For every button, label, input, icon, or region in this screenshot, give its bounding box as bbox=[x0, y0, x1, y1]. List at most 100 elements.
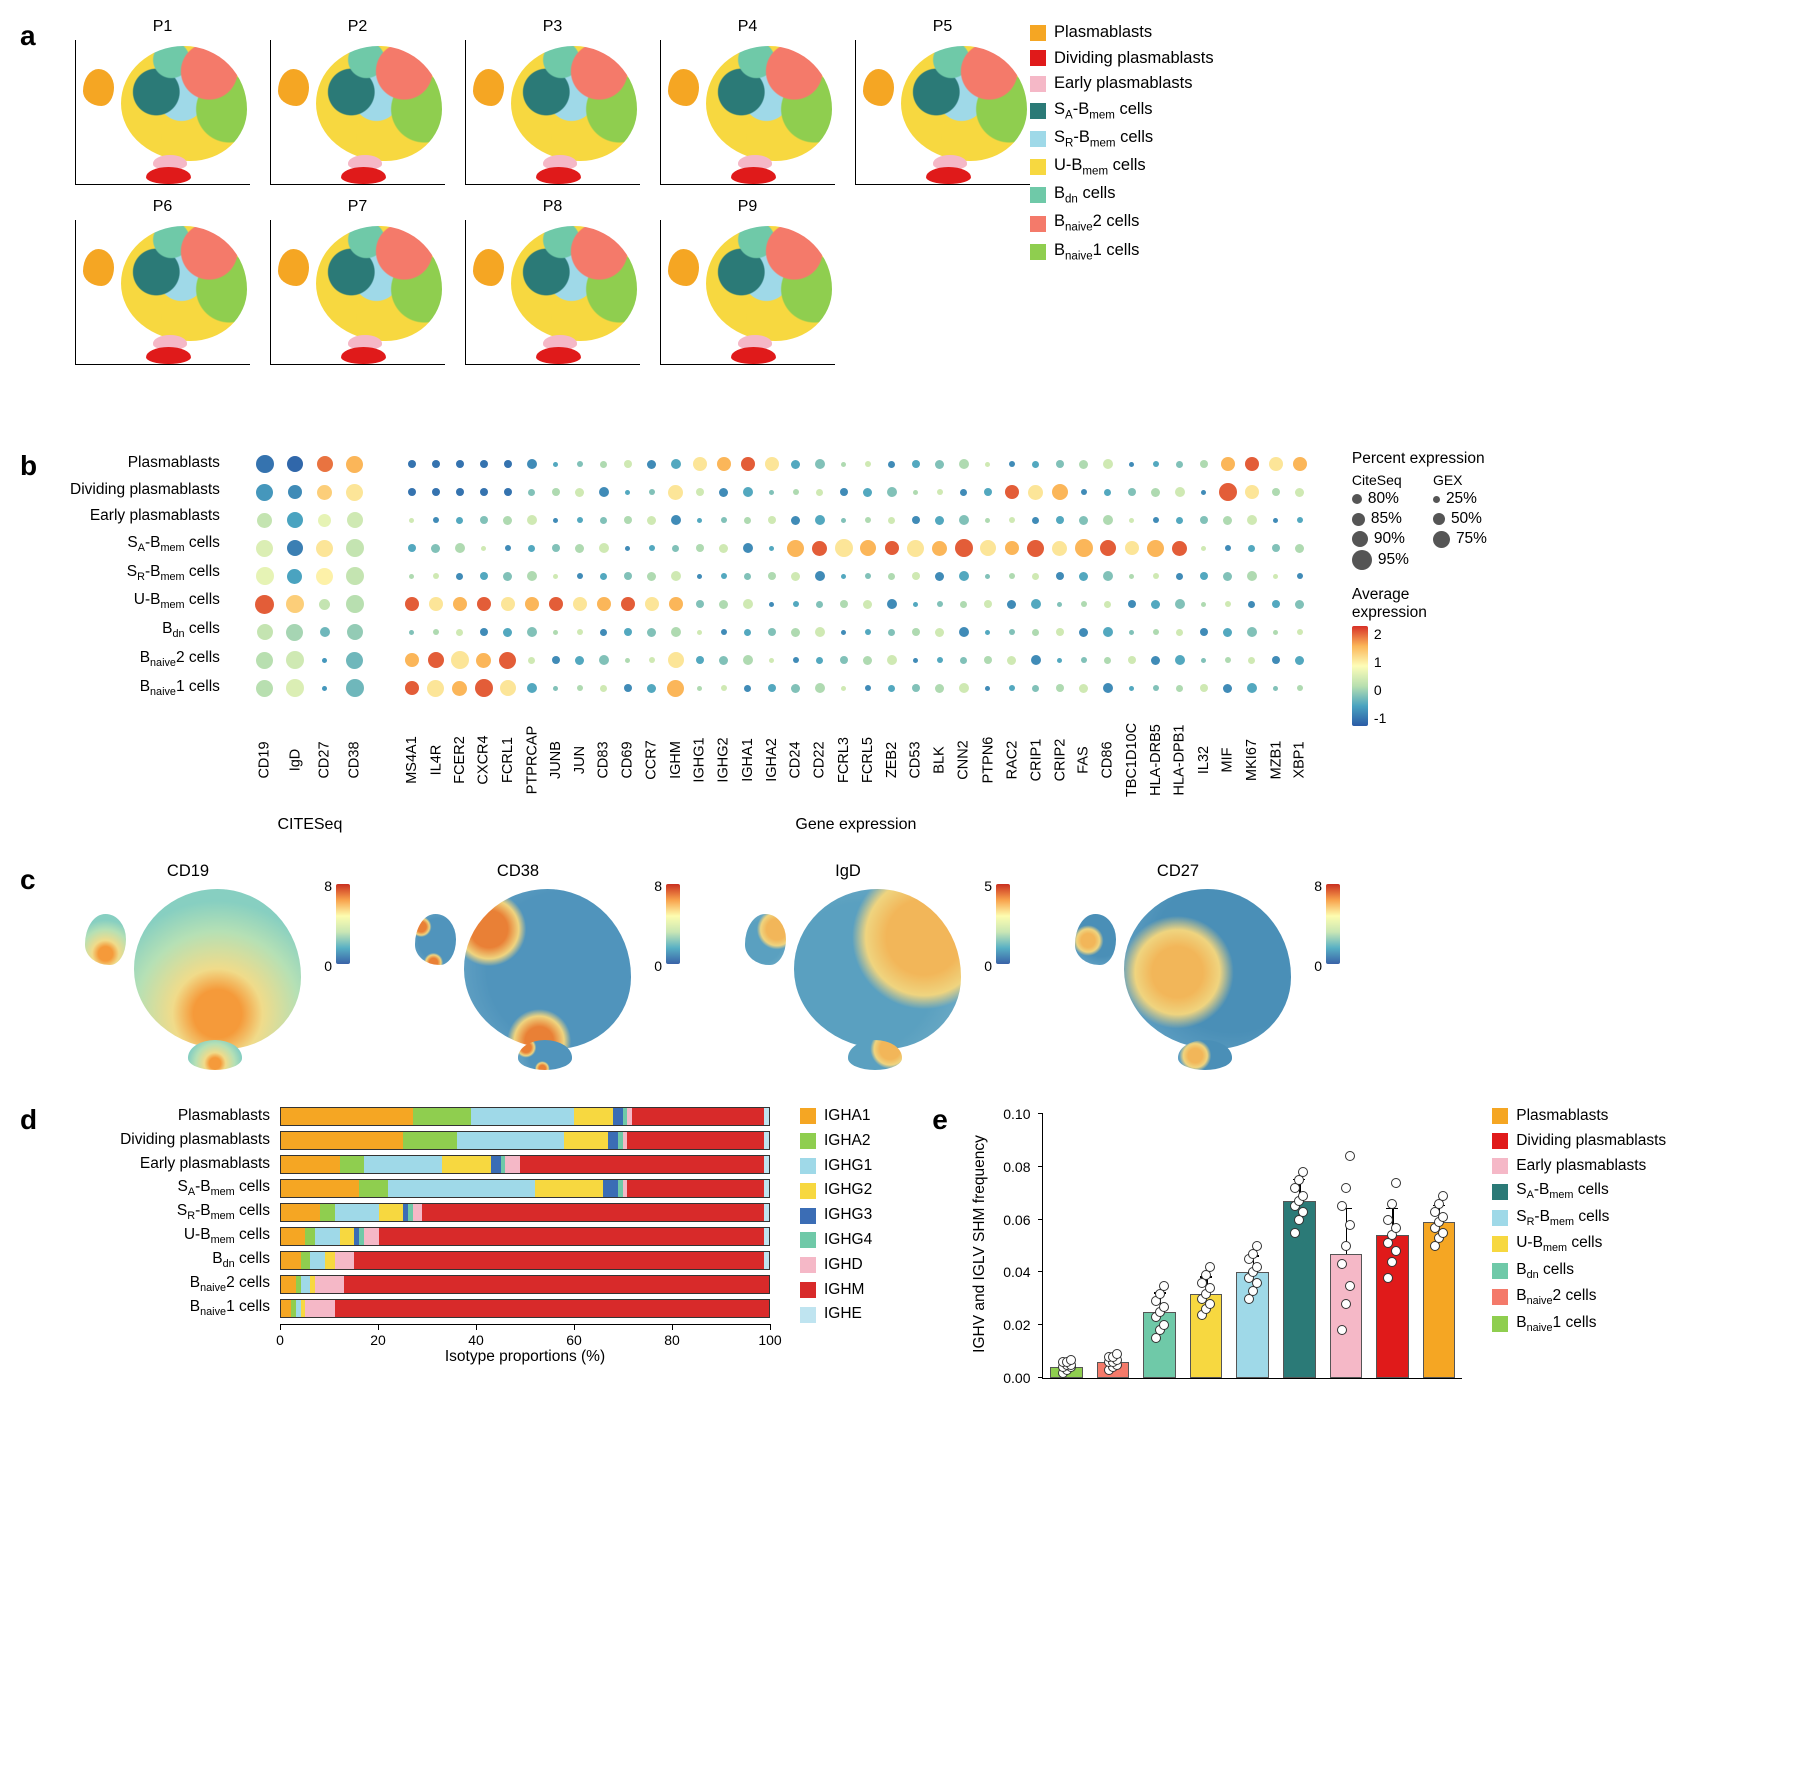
dot bbox=[1079, 460, 1088, 469]
dot bbox=[649, 657, 655, 663]
dot bbox=[1075, 539, 1093, 557]
stackbar-seg bbox=[281, 1204, 320, 1221]
dot-cell bbox=[712, 646, 736, 674]
stackbar-seg bbox=[632, 1108, 764, 1125]
dot bbox=[575, 488, 584, 497]
dot-cell bbox=[1120, 646, 1144, 674]
gex-dot-grid bbox=[400, 450, 1312, 702]
dot-cell bbox=[640, 646, 664, 674]
dot-cell bbox=[1264, 674, 1288, 702]
dot bbox=[1219, 483, 1237, 501]
dot-cell bbox=[736, 590, 760, 618]
dot-cell bbox=[496, 646, 520, 674]
dot bbox=[452, 681, 467, 696]
dot-cell bbox=[520, 506, 544, 534]
stackbar-seg bbox=[315, 1276, 344, 1293]
dot-cell bbox=[1096, 562, 1120, 590]
col-label: RAC2 bbox=[1000, 702, 1024, 812]
dot bbox=[1005, 485, 1019, 499]
dot-cell bbox=[640, 674, 664, 702]
panel-e-plot-area: 0.00 0.02 0.04 0.06 0.08 0.10 bbox=[1042, 1114, 1462, 1379]
dot bbox=[1201, 546, 1206, 551]
legend-item: Early plasmablasts bbox=[1492, 1154, 1666, 1179]
dot bbox=[1057, 658, 1062, 663]
dot-cell bbox=[1072, 646, 1096, 674]
dot-cell bbox=[688, 590, 712, 618]
dot bbox=[1245, 485, 1259, 499]
umap-frame bbox=[75, 220, 250, 365]
stackbar-row: Bdn cells bbox=[70, 1248, 770, 1272]
dot-cell bbox=[712, 534, 736, 562]
legend-item: IGHG1 bbox=[800, 1154, 872, 1179]
dot bbox=[455, 543, 465, 553]
row-label: Bnaive1 cells bbox=[70, 678, 220, 698]
dot-cell bbox=[664, 506, 688, 534]
dot-cell bbox=[340, 534, 370, 562]
dot-cell bbox=[568, 562, 592, 590]
dot bbox=[667, 680, 684, 697]
dot bbox=[865, 517, 871, 523]
dot-cell bbox=[250, 478, 280, 506]
cb-max: 8 bbox=[654, 878, 662, 894]
dot bbox=[575, 544, 584, 553]
dot-cell bbox=[1216, 562, 1240, 590]
dot bbox=[672, 545, 679, 552]
dot-cell bbox=[616, 450, 640, 478]
umap-p2: P2 bbox=[265, 20, 450, 190]
dot bbox=[984, 488, 992, 496]
stackbar-row: SR-Bmem cells bbox=[70, 1200, 770, 1224]
dot bbox=[1272, 544, 1280, 552]
dot-cell bbox=[688, 450, 712, 478]
dot-cell bbox=[928, 618, 952, 646]
stackbar-row: Dividing plasmablasts bbox=[70, 1128, 770, 1152]
dot bbox=[476, 653, 491, 668]
col-label: CRIP1 bbox=[1024, 702, 1048, 812]
axis-label: Isotype proportions (%) bbox=[445, 1348, 605, 1366]
dot bbox=[255, 595, 274, 614]
col-label: CD27 bbox=[310, 702, 340, 812]
dot bbox=[405, 653, 419, 667]
dot bbox=[1273, 574, 1278, 579]
dot bbox=[405, 681, 419, 695]
stackbar-seg bbox=[627, 1132, 764, 1149]
legend-item: U-Bmem cells bbox=[1492, 1231, 1666, 1257]
legend-item: Bnaive2 cells bbox=[1030, 209, 1214, 237]
feature-plot-cd27: CD27 8 0 bbox=[1070, 864, 1340, 1074]
stackbar-seg bbox=[442, 1156, 491, 1173]
cb-min: 0 bbox=[1314, 958, 1322, 974]
dot bbox=[624, 628, 632, 636]
umap-frame bbox=[465, 40, 640, 185]
dot bbox=[937, 489, 943, 495]
dot-cell bbox=[1072, 674, 1096, 702]
legend-label: SA-Bmem cells bbox=[1054, 97, 1152, 125]
dot bbox=[1009, 517, 1015, 523]
dot bbox=[985, 686, 990, 691]
dot bbox=[553, 630, 558, 635]
dot bbox=[841, 518, 846, 523]
dot-cell bbox=[472, 590, 496, 618]
dot-cell bbox=[1264, 618, 1288, 646]
dot-cell bbox=[1288, 562, 1312, 590]
dot-cell bbox=[880, 534, 904, 562]
legend-item: IGHG2 bbox=[800, 1178, 872, 1203]
dot-cell bbox=[736, 506, 760, 534]
dot bbox=[717, 457, 731, 471]
legend-swatch bbox=[1030, 25, 1046, 41]
dot bbox=[1079, 684, 1088, 693]
dot-cell bbox=[568, 618, 592, 646]
umap-frame bbox=[465, 220, 640, 365]
dot bbox=[1297, 685, 1303, 691]
dot-cell bbox=[808, 646, 832, 674]
stackbar-label: Plasmablasts bbox=[70, 1107, 270, 1125]
dot-cell bbox=[736, 562, 760, 590]
col-label: CCR7 bbox=[640, 702, 664, 812]
dot-cell bbox=[250, 674, 280, 702]
dot-cell bbox=[688, 506, 712, 534]
ytick: 0.08 bbox=[1003, 1159, 1030, 1175]
dot bbox=[499, 652, 516, 669]
dot-cell bbox=[1120, 562, 1144, 590]
legend-swatch bbox=[1030, 76, 1046, 92]
dot-cell bbox=[544, 674, 568, 702]
dot-cell bbox=[616, 506, 640, 534]
col-label: CD22 bbox=[808, 702, 832, 812]
